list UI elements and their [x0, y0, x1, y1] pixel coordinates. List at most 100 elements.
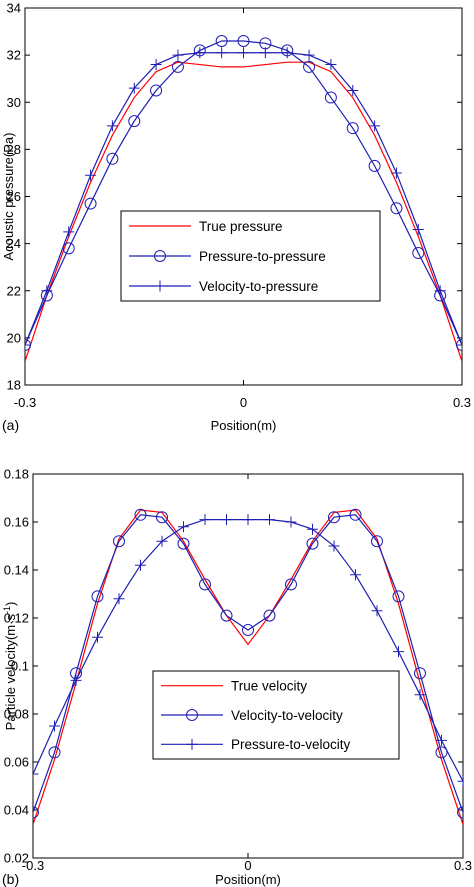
marker-circle [237, 34, 250, 47]
legend-label: Velocity-to-velocity [231, 708, 343, 723]
marker-circle [392, 590, 405, 603]
marker-plus [456, 339, 462, 351]
marker-circle [128, 115, 141, 128]
marker-circle [134, 508, 147, 521]
marker-circle [154, 250, 166, 262]
marker-circle [33, 806, 39, 819]
marker-plus [154, 280, 166, 292]
marker-circle [171, 60, 184, 73]
marker-circle [328, 511, 340, 524]
marker-plus [259, 47, 271, 59]
marker-plus [264, 514, 275, 526]
marker-plus [412, 223, 424, 235]
legend-item: True pressure [129, 219, 283, 234]
legend-item: Velocity-to-velocity [161, 708, 343, 723]
panel-label: (b) [2, 871, 19, 887]
y-tick-label: 0.18 [4, 467, 29, 482]
chart-panel-a: 18 20 22 24 26 28 30 32 34 -0.3 0 0.3 Position(m) Aco… [1, 1, 471, 434]
marker-plus [150, 59, 162, 71]
marker-plus [371, 605, 383, 617]
marker-circle [368, 159, 381, 172]
series-true-velocity [33, 509, 463, 825]
x-axis-label: Position(m) [215, 872, 281, 887]
series-velocity-to-velocity [33, 508, 463, 819]
legend-item: Velocity-to-pressure [129, 279, 318, 294]
legend: True velocity Velocity-to-velocity Pressur… [152, 670, 400, 760]
marker-circle [48, 746, 61, 759]
marker-circle [414, 667, 426, 680]
series-line [25, 61, 462, 362]
marker-plus [172, 49, 184, 61]
y-tick-label: 0.02 [4, 851, 29, 866]
y-axis-label: Particle velocity(m·s-1) [2, 602, 18, 731]
y-tick-label: 0.04 [4, 803, 29, 818]
y-tick-label: 0.12 [4, 611, 29, 626]
series-pressure-to-velocity [33, 514, 463, 787]
y-tick-label: 20 [7, 330, 21, 345]
marker-circle [263, 609, 276, 622]
marker-plus [281, 47, 293, 59]
marker-plus [70, 674, 82, 686]
y-tick-label: 30 [7, 95, 21, 110]
marker-plus [434, 285, 446, 297]
marker-circle [346, 122, 359, 135]
y-axis-label-superscript: -1 [2, 606, 12, 614]
plot-frame [32, 473, 464, 859]
marker-plus [194, 47, 206, 59]
legend: True pressure Pressure-to-pressure Velocit… [120, 210, 381, 302]
series-line [25, 40, 462, 346]
series-true-pressure [25, 61, 462, 362]
marker-plus [221, 514, 232, 526]
marker-circle [150, 84, 163, 97]
marker-plus [49, 720, 60, 732]
marker-plus [414, 689, 426, 701]
marker-plus [369, 120, 381, 132]
y-tick-label: 0.1 [11, 659, 29, 674]
x-tick-label: -0.3 [14, 395, 36, 410]
series-line [33, 514, 463, 813]
marker-plus [106, 120, 118, 132]
marker-circle [390, 202, 403, 215]
legend-label: Pressure-to-velocity [231, 737, 351, 752]
legend-label: True pressure [199, 219, 283, 234]
marker-circle [177, 537, 190, 550]
marker-plus [92, 631, 103, 643]
marker-circle [324, 91, 337, 104]
y-tick-label: 18 [7, 378, 21, 393]
marker-plus [303, 49, 315, 61]
marker-plus [285, 516, 297, 528]
marker-plus [325, 59, 337, 71]
marker-circle [215, 34, 228, 47]
marker-plus [63, 226, 75, 238]
legend-item: Pressure-to-pressure [129, 249, 326, 264]
y-tick-label: 32 [7, 48, 21, 63]
y-axis-label-text: Acoustic pressure(Pa) [1, 133, 16, 261]
marker-plus [390, 167, 402, 179]
marker-plus [393, 646, 404, 658]
marker-circle [199, 578, 211, 591]
legend-label: Velocity-to-pressure [199, 279, 318, 294]
marker-plus [33, 768, 39, 780]
chart-panel-b: 0.02 0.04 0.06 0.08 0.1 0.12 0.14 0.16 0.18 -0.3 0… [2, 467, 472, 887]
x-tick-label: 0.3 [453, 395, 471, 410]
x-tick-label: -0.3 [22, 858, 44, 873]
marker-circle [106, 152, 119, 165]
y-axis-label: Acoustic pressure(Pa) [1, 133, 16, 261]
y-tick-label: 22 [7, 283, 21, 298]
y-axis-label-text: Particle velocity(m·s [3, 614, 18, 731]
marker-plus [350, 569, 361, 581]
legend-item: Pressure-to-velocity [161, 737, 351, 752]
x-tick-label: 0 [240, 395, 247, 410]
y-tick-label: 26 [7, 189, 21, 204]
legend-label: True velocity [231, 678, 307, 693]
marker-plus [328, 540, 340, 552]
y-tick-label: 24 [7, 236, 21, 251]
y-tick-label: 0.08 [4, 707, 29, 722]
marker-plus [457, 775, 463, 787]
marker-circle [457, 806, 463, 819]
marker-plus [307, 523, 318, 535]
y-tick-label: 0.06 [4, 755, 29, 770]
marker-circle [285, 578, 297, 591]
x-tick-label: 0 [244, 858, 251, 873]
